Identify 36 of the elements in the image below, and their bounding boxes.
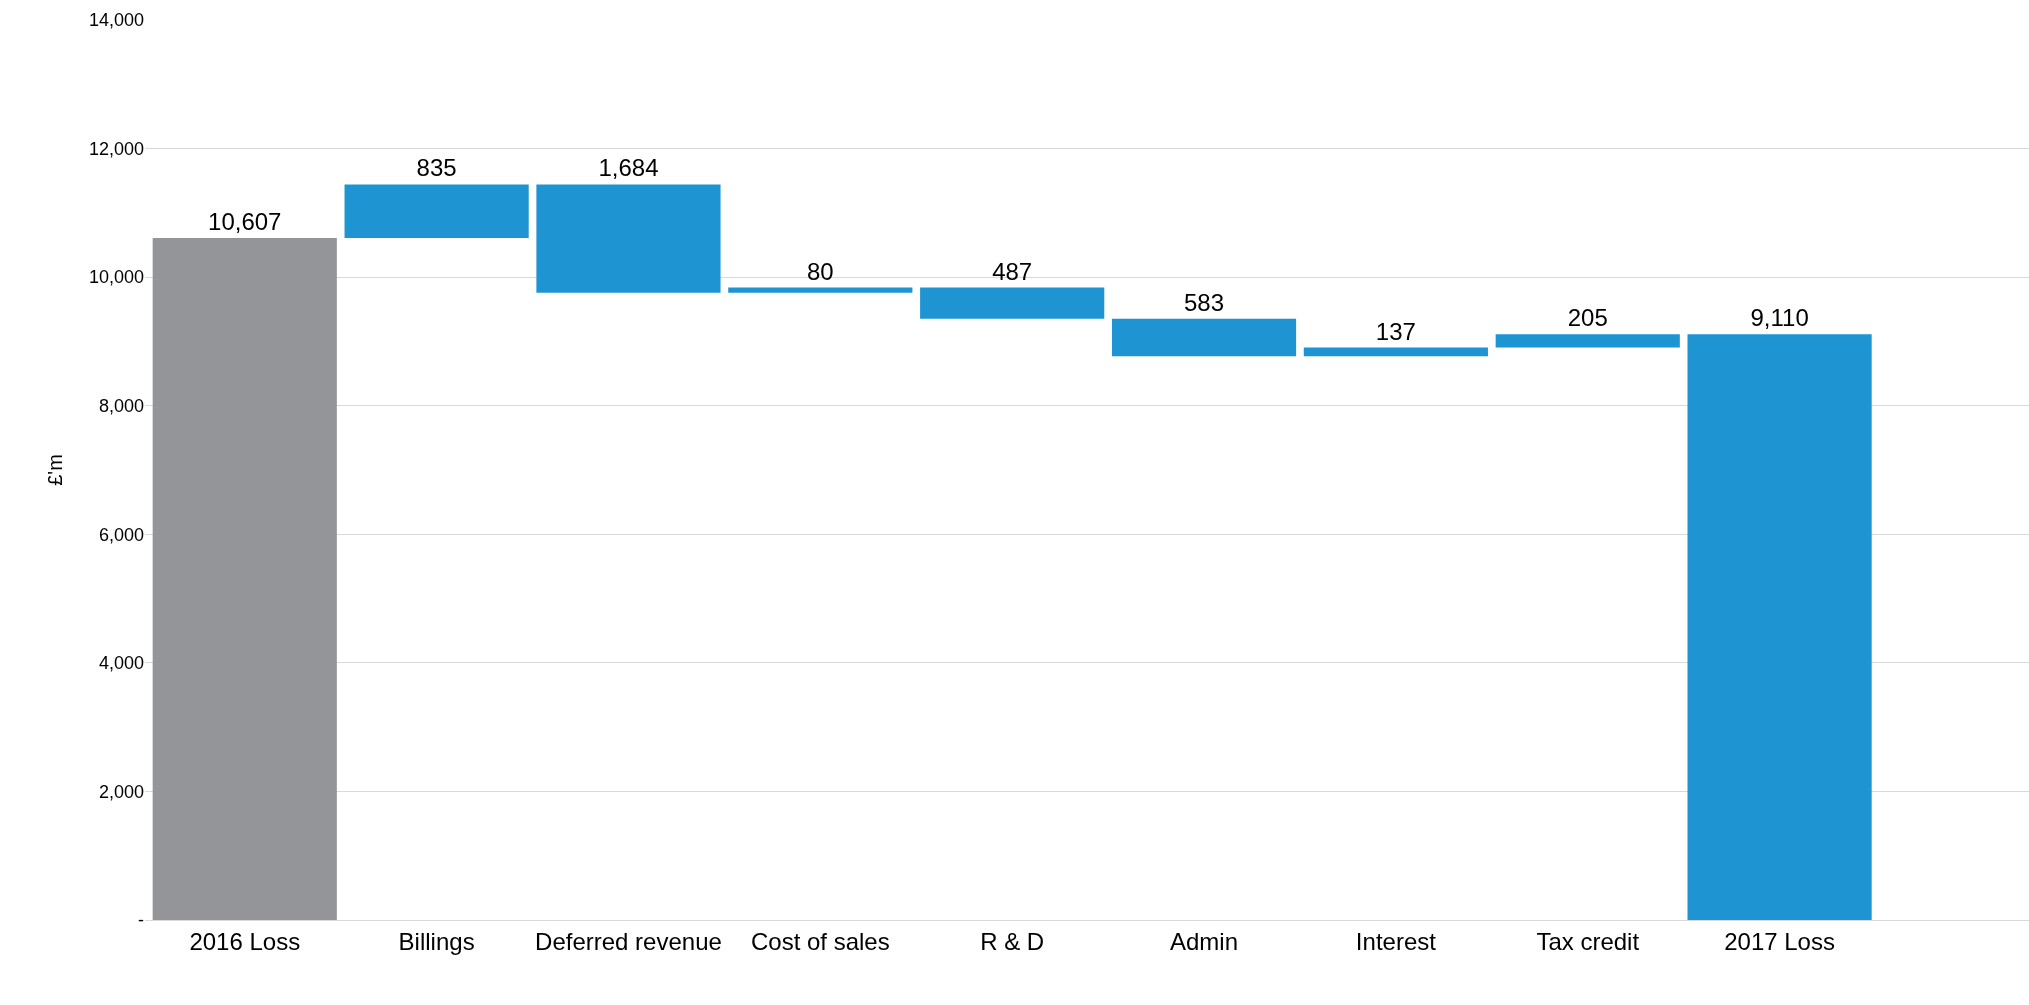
y-tick-label: 8,000 — [98, 396, 144, 417]
data-label: 9,110 — [1750, 304, 1809, 332]
data-label: 583 — [1184, 288, 1225, 316]
x-tick-label: Admin — [1170, 927, 1239, 955]
data-label: 1,684 — [598, 154, 659, 182]
data-label: 835 — [416, 154, 457, 182]
bar — [1303, 347, 1488, 357]
bar — [728, 287, 913, 293]
bar — [1687, 334, 1872, 920]
y-tick-label: - — [138, 910, 144, 931]
y-tick-label: 4,000 — [98, 653, 144, 674]
x-tick-label: Interest — [1355, 927, 1437, 955]
x-tick-label: Billings — [398, 927, 475, 955]
bar — [536, 184, 721, 293]
data-label: 80 — [806, 257, 834, 285]
bar — [1111, 318, 1297, 357]
data-label: 205 — [1567, 304, 1608, 332]
y-tick-label: 6,000 — [98, 524, 144, 545]
bar — [344, 184, 529, 239]
y-tick-label: 10,000 — [88, 267, 144, 288]
data-label: 487 — [992, 257, 1033, 285]
bar — [152, 238, 337, 920]
y-tick-label: 14,000 — [88, 10, 144, 31]
x-tick-label: Deferred revenue — [535, 927, 722, 955]
x-tick-label: Tax credit — [1536, 927, 1640, 955]
data-label: 10,607 — [208, 208, 282, 236]
x-tick-label: R & D — [980, 927, 1045, 955]
y-tick-label: 12,000 — [88, 138, 144, 159]
y-axis-title: £'m — [44, 454, 67, 486]
bar — [1495, 334, 1680, 348]
x-tick-label: 2017 Loss — [1724, 927, 1835, 955]
bar — [920, 287, 1105, 319]
y-tick-label: 2,000 — [98, 781, 144, 802]
x-tick-label: Cost of sales — [750, 927, 890, 955]
data-label: 137 — [1375, 317, 1416, 345]
x-tick-label: 2016 Loss — [189, 927, 301, 955]
